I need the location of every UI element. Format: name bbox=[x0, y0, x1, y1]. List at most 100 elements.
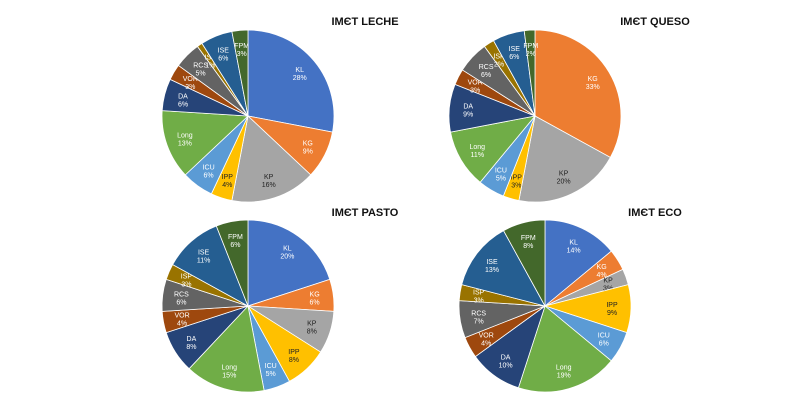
slice-label: Long bbox=[177, 133, 193, 140]
pie-slice-fpm bbox=[231, 29, 249, 117]
slice-percent: 6% bbox=[509, 54, 519, 61]
slice-label: KP bbox=[559, 171, 569, 178]
slice-percent: 6% bbox=[204, 172, 214, 179]
slice-percent: 8% bbox=[523, 243, 533, 250]
slice-percent: 15% bbox=[222, 372, 236, 379]
slice-label: ISE bbox=[509, 46, 521, 53]
slice-percent: 4% bbox=[597, 272, 607, 279]
slice-percent: 8% bbox=[186, 344, 196, 351]
slice-percent: 6% bbox=[218, 56, 228, 63]
slice-label: DA bbox=[501, 354, 511, 361]
slice-label: ISP bbox=[205, 55, 217, 62]
pie-chart-3: IMЄT PASTOKL20%KG6%KP8%IPP8%ICU5%Long15%… bbox=[161, 207, 399, 393]
slice-percent: 13% bbox=[485, 267, 499, 274]
slice-percent: 9% bbox=[607, 310, 617, 317]
slice-percent: 3% bbox=[185, 84, 195, 91]
slice-label: RCS bbox=[471, 311, 486, 318]
slice-percent: 6% bbox=[599, 340, 609, 347]
pie-slice-fpm bbox=[523, 29, 536, 117]
chart-title: IMЄT LECHE bbox=[331, 16, 398, 28]
slice-label: FPM bbox=[234, 43, 249, 50]
slice-label: ISP bbox=[473, 290, 485, 297]
slice-label: VOR bbox=[468, 80, 483, 87]
slice-percent: 11% bbox=[197, 258, 211, 265]
slice-label: KP bbox=[603, 277, 613, 284]
slice-label: ISP bbox=[181, 273, 193, 280]
pie-slice-ise bbox=[461, 230, 546, 307]
slice-label: ISP bbox=[493, 53, 505, 60]
slice-label: ISE bbox=[218, 48, 230, 55]
slice-percent: 28% bbox=[293, 75, 307, 82]
slice-label: ICU bbox=[203, 164, 215, 171]
slice-label: IPP bbox=[511, 174, 523, 181]
slice-percent: 6% bbox=[178, 101, 188, 108]
slice-percent: 4% bbox=[177, 321, 187, 328]
chart-title: IMЄT PASTO bbox=[332, 207, 399, 219]
slice-percent: 5% bbox=[266, 371, 276, 378]
slice-percent: 16% bbox=[262, 182, 276, 189]
slice-label: KG bbox=[597, 264, 607, 271]
pie-slice-kg bbox=[534, 29, 622, 158]
slice-label: FPM bbox=[228, 234, 243, 241]
chart-title: IMЄT QUESO bbox=[620, 16, 690, 28]
slice-label: VOR bbox=[479, 332, 494, 339]
pie-chart-1: IMЄT LECHEKL28%KG9%KP16%IPP4%ICU6%Long13… bbox=[161, 16, 399, 203]
slice-percent: 6% bbox=[310, 300, 320, 307]
slice-label: ICU bbox=[265, 363, 277, 370]
slice-percent: 2% bbox=[494, 61, 504, 68]
slice-percent: 9% bbox=[303, 149, 313, 156]
slice-percent: 33% bbox=[586, 84, 600, 91]
slice-percent: 3% bbox=[181, 281, 191, 288]
slice-percent: 10% bbox=[499, 362, 513, 369]
slice-percent: 8% bbox=[289, 357, 299, 364]
slice-label: DA bbox=[463, 104, 473, 111]
slice-label: KG bbox=[310, 292, 320, 299]
slice-label: RCS bbox=[174, 292, 189, 299]
pie-slice-kl bbox=[544, 219, 612, 307]
slice-label: VOR bbox=[183, 76, 198, 83]
slice-percent: 20% bbox=[280, 254, 294, 261]
slice-label: KL bbox=[295, 67, 304, 74]
pie-slice-fpm bbox=[215, 219, 249, 307]
slice-label: KP bbox=[264, 174, 274, 181]
slice-label: Long bbox=[556, 364, 572, 371]
pie-slice-long bbox=[161, 110, 249, 176]
slice-label: KP bbox=[307, 321, 317, 328]
slice-percent: 3% bbox=[470, 88, 480, 95]
slice-percent: 11% bbox=[471, 152, 485, 159]
slice-percent: 6% bbox=[481, 72, 491, 79]
slice-percent: 6% bbox=[176, 300, 186, 307]
slice-label: DA bbox=[178, 93, 188, 100]
slice-percent: 4% bbox=[222, 182, 232, 189]
slice-label: Long bbox=[222, 364, 238, 371]
slice-label: ICU bbox=[598, 332, 610, 339]
slice-percent: 3% bbox=[511, 182, 521, 189]
slice-label: KG bbox=[588, 76, 598, 83]
slice-label: IPP bbox=[222, 174, 234, 181]
slice-label: ISE bbox=[486, 259, 498, 266]
pie-slice-long bbox=[517, 305, 612, 393]
slice-percent: 20% bbox=[557, 179, 571, 186]
pie-chart-2: IMЄT QUESOKG33%KP20%IPP3%ICU5%Long11%DA9… bbox=[448, 16, 690, 203]
slice-label: KG bbox=[303, 141, 313, 148]
slice-percent: 8% bbox=[307, 329, 317, 336]
pie-slice-fpm bbox=[503, 219, 546, 307]
slice-percent: 5% bbox=[196, 71, 206, 78]
slice-label: IPP bbox=[288, 349, 300, 356]
slice-percent: 19% bbox=[557, 372, 571, 379]
slice-label: Long bbox=[470, 144, 486, 151]
slice-label: KL bbox=[569, 239, 578, 246]
slice-percent: 2% bbox=[526, 51, 536, 58]
slice-percent: 9% bbox=[463, 112, 473, 119]
slice-label: DA bbox=[187, 336, 197, 343]
slice-percent: 3% bbox=[603, 285, 613, 292]
pie-slice-long bbox=[188, 305, 265, 393]
slice-label: FPM bbox=[521, 235, 536, 242]
slice-label: ISE bbox=[198, 250, 210, 257]
slice-percent: 1% bbox=[205, 63, 215, 70]
slice-percent: 13% bbox=[178, 141, 192, 148]
pie-chart-4: IMЄT ECOKL14%KG4%KP3%IPP9%ICU6%Long19%DA… bbox=[458, 207, 682, 393]
slice-percent: 5% bbox=[496, 176, 506, 183]
